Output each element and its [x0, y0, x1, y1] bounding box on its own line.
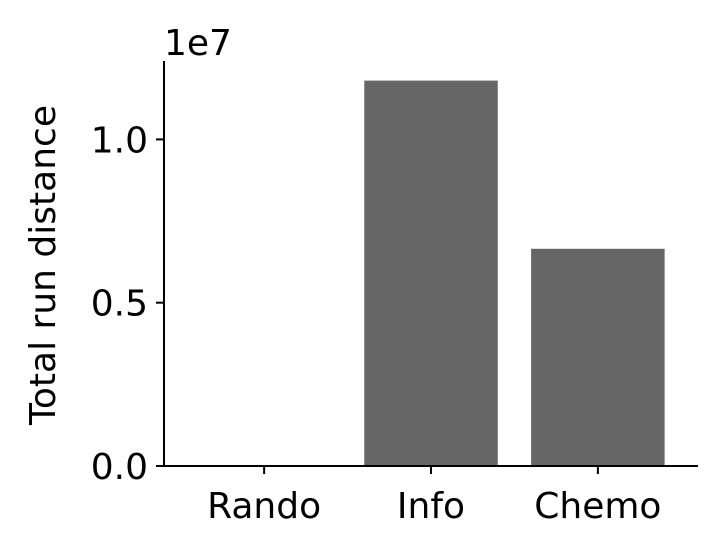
- y-ticks-group: 0.0 0.5 1.0: [91, 120, 164, 488]
- bar-chemo: [531, 248, 665, 466]
- y-tick-label-0: 0.0: [91, 447, 148, 488]
- y-offset-label: 1e7: [164, 23, 232, 64]
- bars-group: [197, 80, 665, 467]
- bar-info: [364, 80, 498, 466]
- x-tick-label-info: Info: [397, 486, 465, 527]
- y-axis-label: Total run distance: [23, 105, 64, 426]
- y-tick-label-2: 1.0: [91, 120, 148, 161]
- x-ticks-group: Rando Info Chemo: [207, 466, 661, 527]
- x-tick-label-rando: Rando: [207, 486, 321, 527]
- x-tick-label-chemo: Chemo: [534, 486, 661, 527]
- y-tick-label-1: 0.5: [91, 284, 148, 325]
